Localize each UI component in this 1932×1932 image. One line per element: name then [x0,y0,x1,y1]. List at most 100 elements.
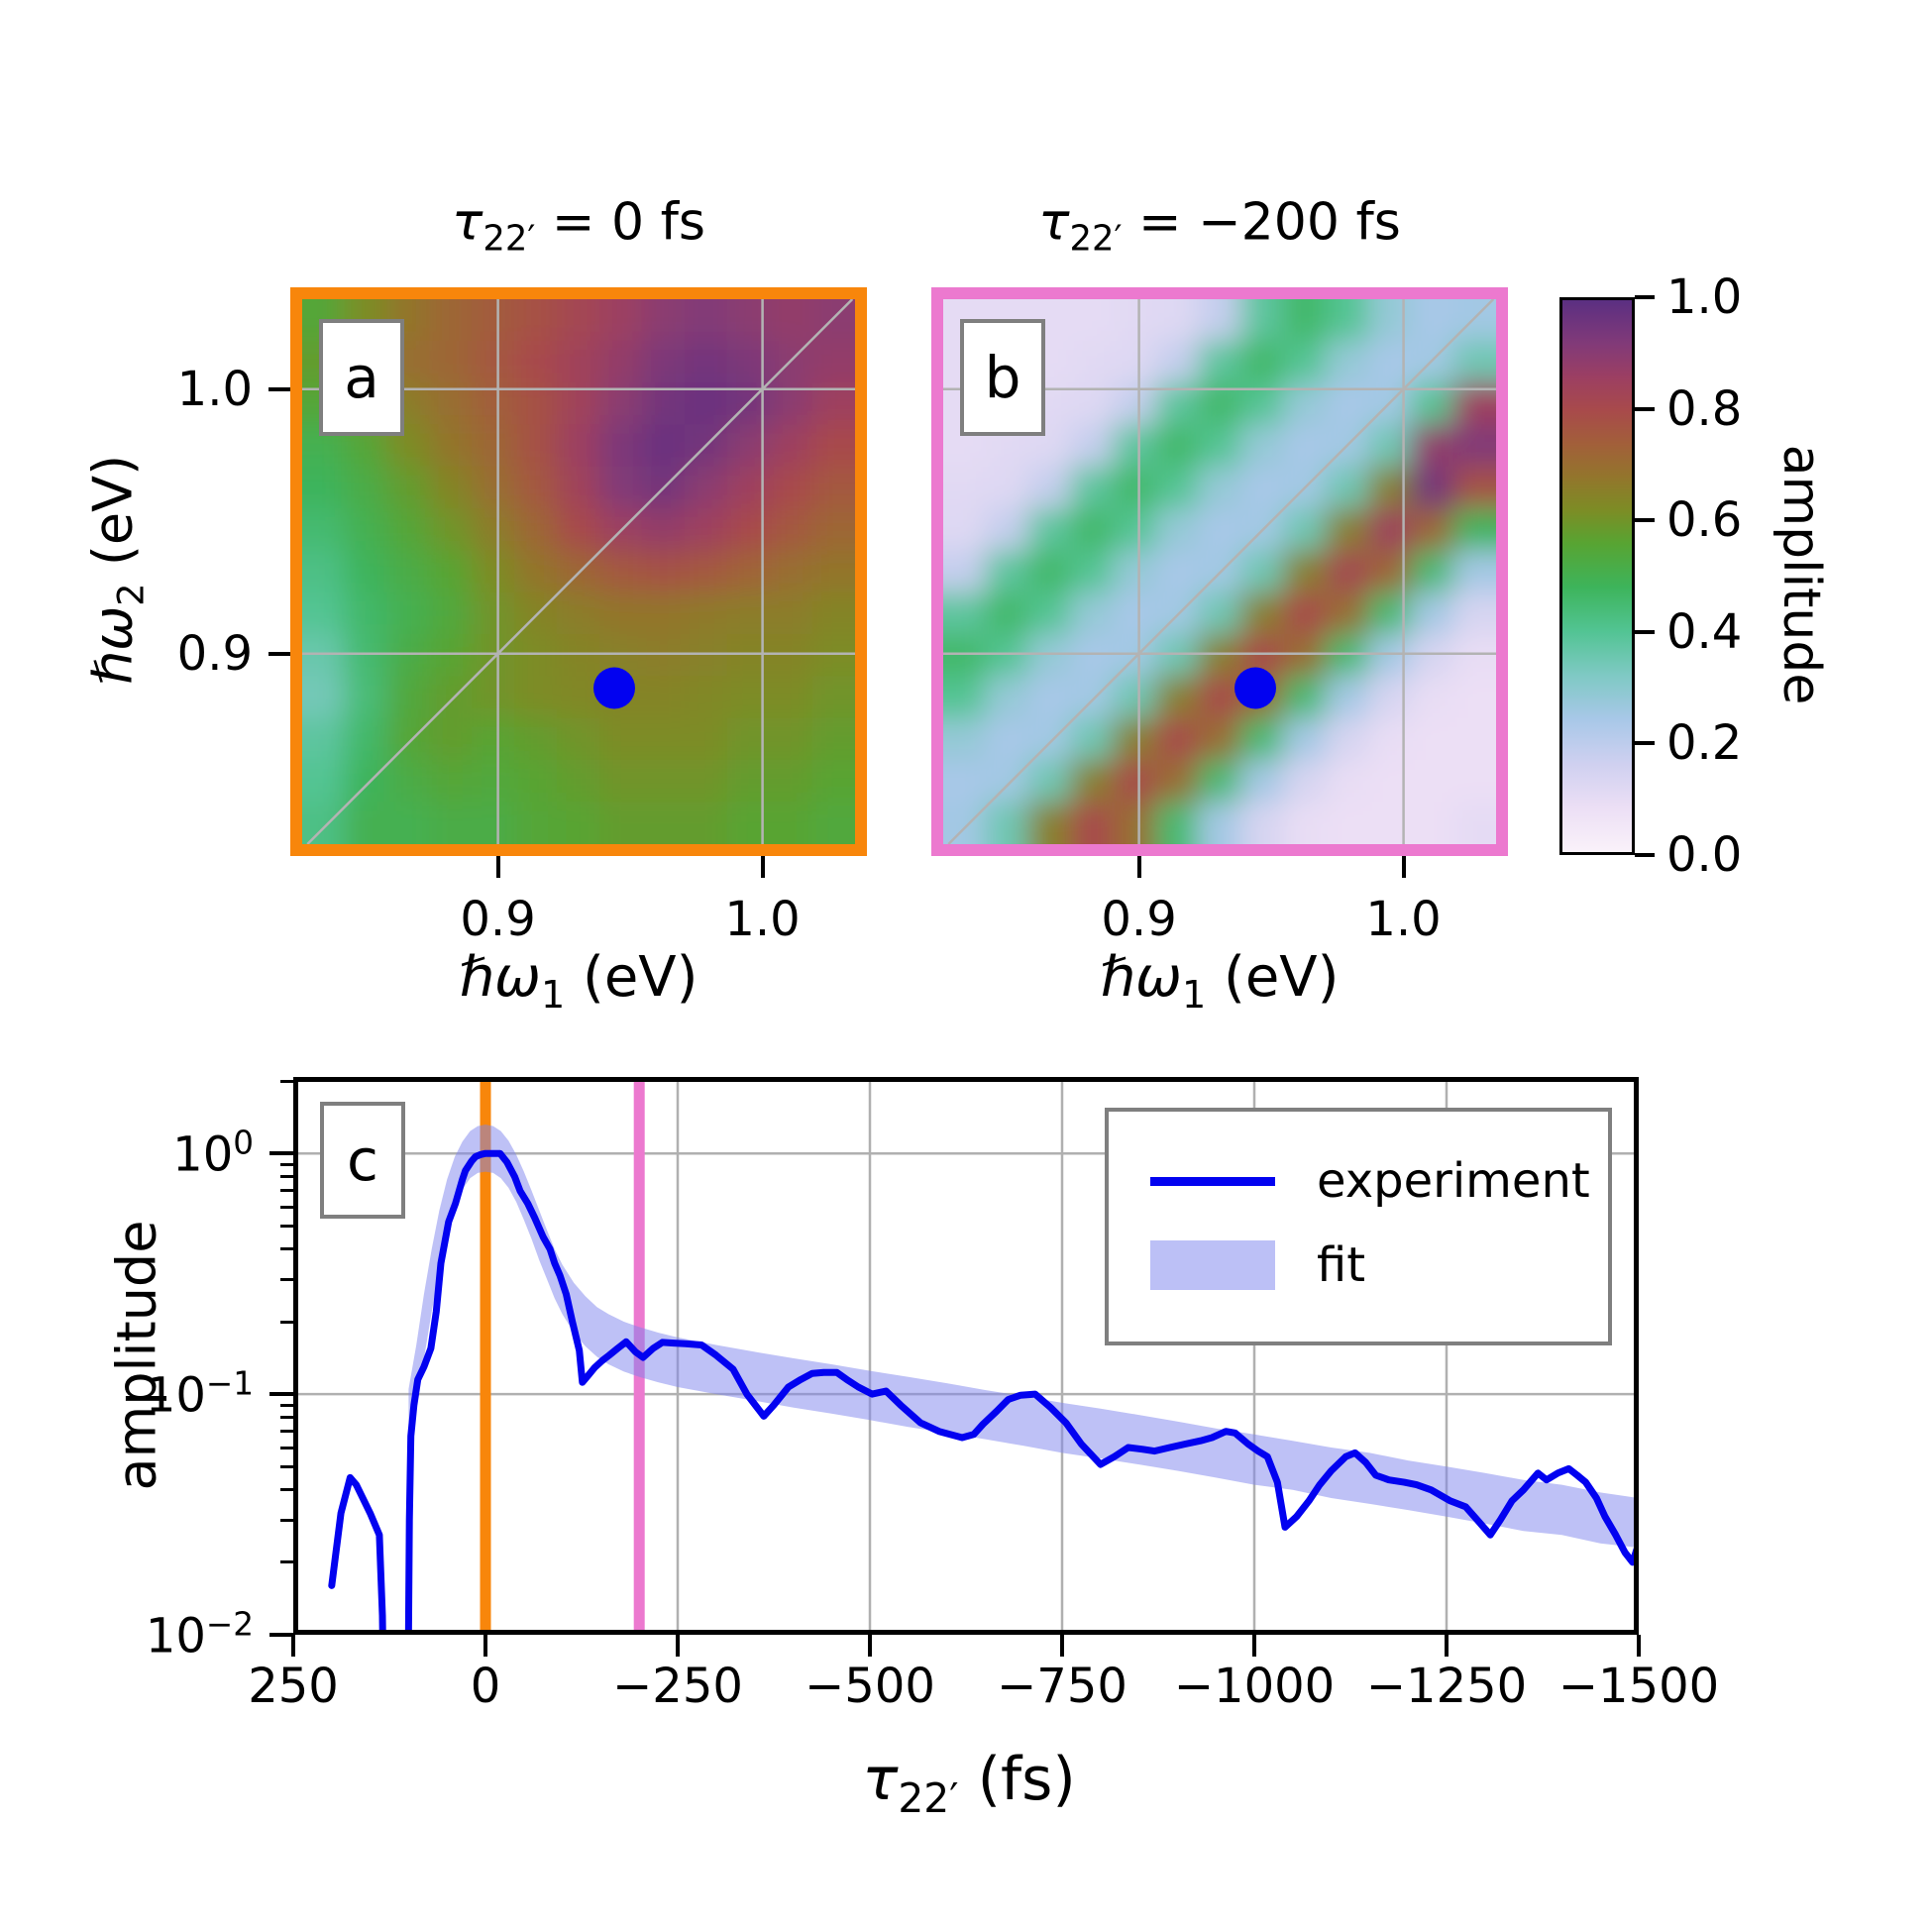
panel-c-letter-text: c [347,1127,378,1194]
c-x-tick-label: −1000 [1173,1659,1336,1714]
c-y-minor-tick [280,1162,293,1166]
panel-b-letter: b [960,319,1045,436]
c-x-tick-mark [1445,1635,1449,1657]
panel-c-ylabel: amplitude [106,1221,168,1491]
c-xlabel-unit: (fs) [958,1745,1076,1814]
c-x-tick-label: −1250 [1365,1659,1528,1714]
colorbar-label-text: amplitude [1771,444,1831,705]
omega2-unit: (eV) [81,454,145,584]
x-tick-mark [1136,856,1141,878]
c-x-tick-label: 250 [248,1659,339,1714]
panel-b-title: τ22′ = −200 fs [1038,192,1401,259]
colorbar-tick-label: 0.4 [1666,603,1743,660]
colorbar-tick-label: 1.0 [1666,269,1743,325]
tau-symbol: τ [862,1745,899,1814]
x-tick-label: 1.0 [1365,892,1442,947]
c-x-tick-mark [1637,1635,1641,1657]
c-y-minor-tick [280,1518,293,1522]
c-y-minor-tick [280,1320,293,1324]
panel-b-xlabel: ℏω1 (eV) [1101,945,1340,1017]
panel-a-title: τ22′ = 0 fs [452,192,705,259]
c-y-tick-label: 10−2 [145,1605,254,1664]
c-y-minor-tick [280,1446,293,1449]
panel-a-xlabel: ℏω1 (eV) [460,945,698,1017]
y-tick-label: 0.9 [176,625,253,682]
c-x-tick-label: −1500 [1557,1659,1720,1714]
panel-c-xlabel: τ22′ (fs) [862,1745,1076,1822]
x-tick-label: 1.0 [724,892,801,947]
fit-band [408,1125,1639,1549]
c-y-minor-tick [280,1464,293,1468]
hbar-omega1-symbol: ℏω [1100,944,1182,1010]
panel-b-heatmap [943,299,1496,844]
x-tick-label: 0.9 [460,892,536,947]
panel-a-letter: a [319,319,404,436]
panel-a-heatmap [302,299,855,844]
marker-dot [1234,667,1276,709]
c-y-minor-tick [280,1416,293,1420]
colorbar-tick-mark [1635,741,1655,746]
legend-experiment-line-swatch [1150,1177,1275,1186]
colorbar-label: amplitude [1771,445,1831,705]
x-tick-mark [760,856,765,878]
panel-b-title-value: = −200 fs [1122,192,1401,253]
legend-experiment-label: experiment [1317,1153,1590,1209]
c-x-tick-label: −500 [805,1659,935,1714]
hbar-omega1-symbol: ℏω [459,944,541,1010]
c-y-minor-tick [280,1079,293,1083]
omega1-subscript: 1 [1181,973,1207,1018]
c-x-tick-mark [868,1635,872,1657]
tau-symbol: τ [452,192,483,253]
x-tick-label: 0.9 [1101,892,1177,947]
c-y-tick-mark [269,1151,293,1156]
omega2-subscript: 2 [109,583,153,606]
colorbar-tick-mark [1635,518,1655,523]
c-x-tick-label: 0 [470,1659,501,1714]
c-y-minor-tick [280,1403,293,1407]
tau-subscript: 22′ [898,1774,959,1822]
panel-a-border [290,287,867,856]
y-tick-mark [268,386,290,391]
c-y-tick-mark [269,1392,293,1397]
c-y-tick-label: 100 [172,1124,254,1183]
c-x-tick-mark [483,1635,487,1657]
colorbar-tick-label: 0.8 [1666,380,1743,437]
c-y-minor-tick [280,1430,293,1434]
legend-fit-patch-swatch [1150,1240,1275,1290]
x-tick-mark [495,856,500,878]
legend: experiment fit [1105,1108,1612,1345]
c-y-minor-tick [280,1247,293,1251]
colorbar-tick-label: 0.6 [1666,492,1743,549]
colorbar-tick-mark [1635,629,1655,634]
colorbar-tick-mark [1635,853,1655,857]
tau-symbol: τ [1038,192,1070,253]
c-y-minor-tick [280,1205,293,1209]
experiment-line [328,1149,1639,1635]
c-y-minor-tick [280,1224,293,1228]
tau-subscript: 22′ [1069,218,1123,260]
c-x-tick-mark [676,1635,680,1657]
y-tick-label: 1.0 [176,361,253,417]
panel-c-letter: c [320,1102,405,1219]
c-y-minor-tick [280,1560,293,1564]
tau-subscript: 22′ [483,218,536,260]
panel-a-letter-text: a [344,344,379,411]
c-y-minor-tick [280,1175,293,1179]
c-x-tick-label: −750 [997,1659,1127,1714]
marker-dot [593,667,635,709]
c-x-tick-label: −250 [612,1659,743,1714]
c-x-tick-mark [1252,1635,1256,1657]
panel-a-title-value: = 0 fs [535,192,705,253]
colorbar-tick-mark [1635,295,1655,299]
c-y-tick-mark [269,1633,293,1637]
x-tick-mark [1401,856,1406,878]
panel-c-ylabel-text: amplitude [105,1220,168,1491]
y-tick-mark [268,651,290,656]
c-y-minor-tick [280,1488,293,1492]
c-y-minor-tick [280,1277,293,1281]
omega1-unit: (eV) [1206,944,1340,1010]
c-y-tick-label: 10−1 [145,1364,254,1424]
legend-fit-label: fit [1317,1237,1366,1293]
omega1-unit: (eV) [565,944,698,1010]
c-x-tick-mark [291,1635,295,1657]
